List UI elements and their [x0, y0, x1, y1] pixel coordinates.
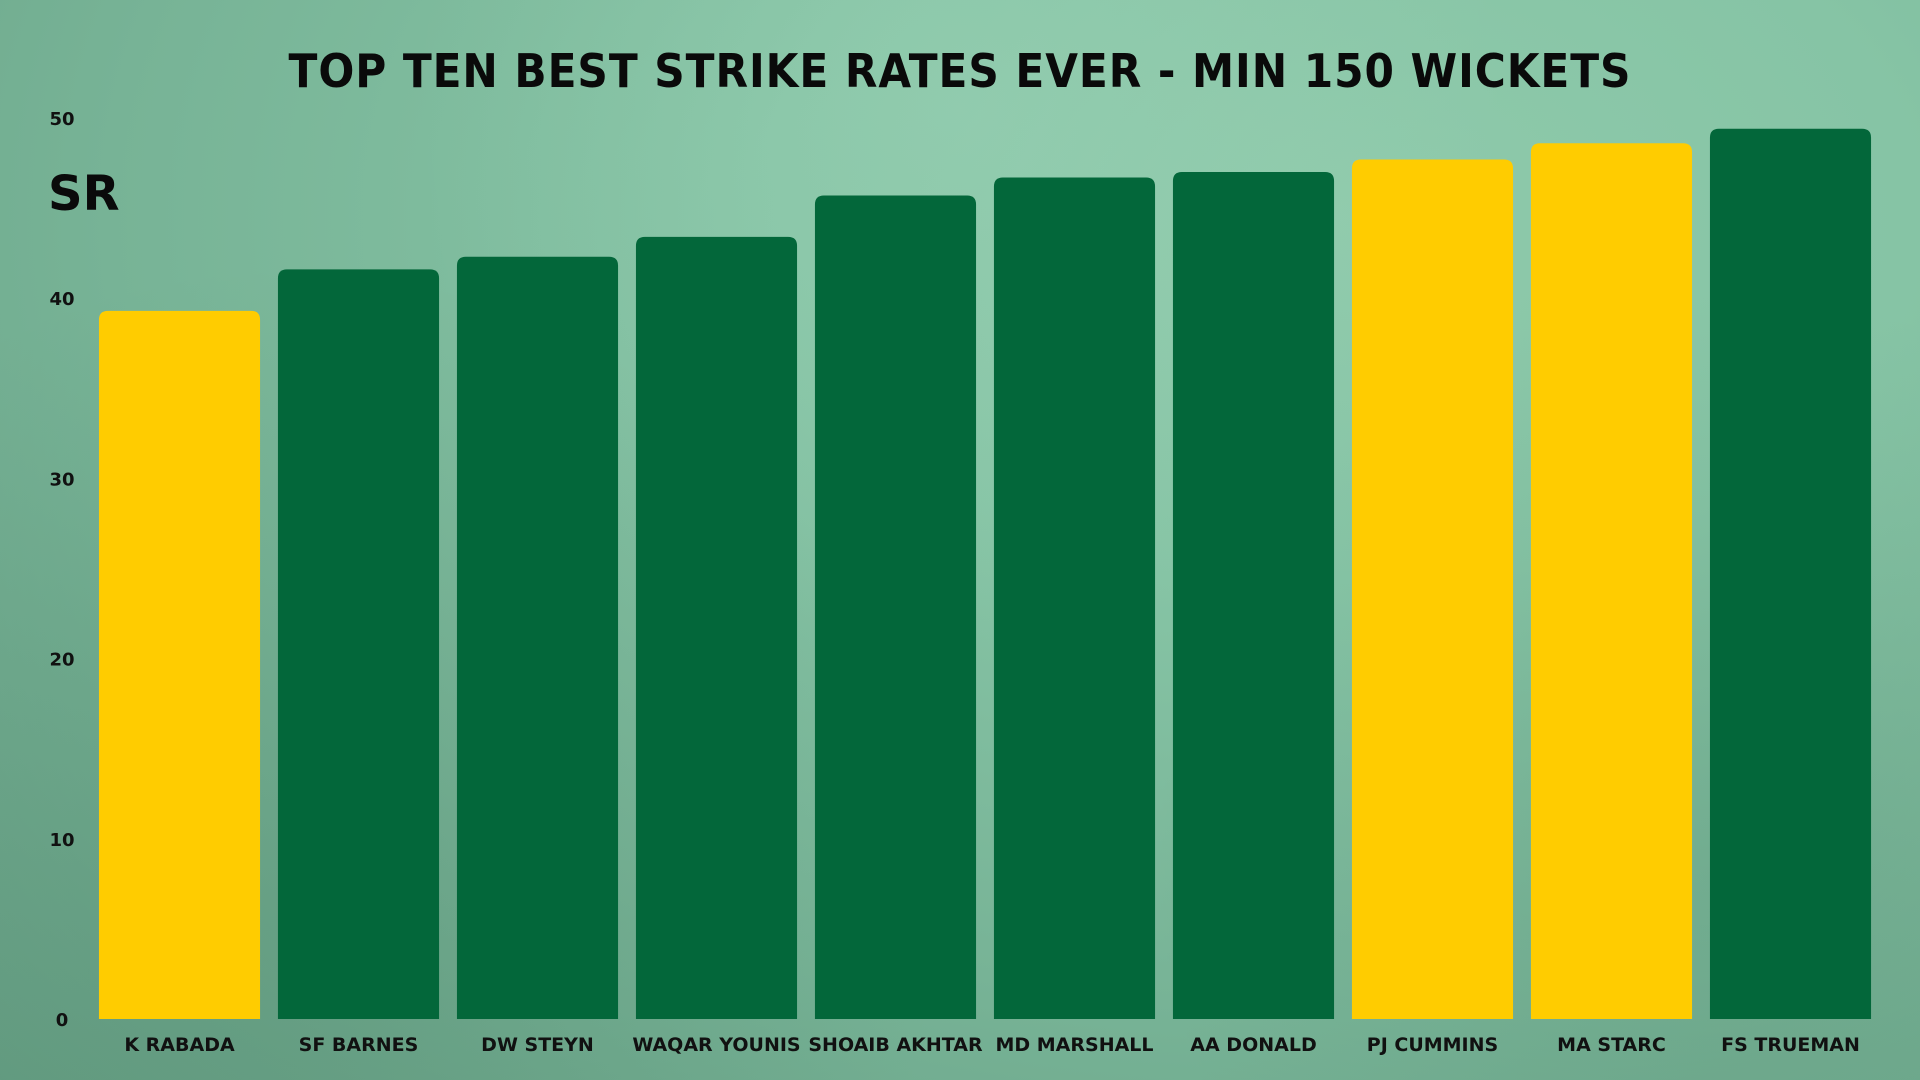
y-axis-ticks: 0 10 20 30 40 50: [49, 109, 74, 1031]
bar: [1351, 159, 1514, 1020]
y-tick-label: 0: [56, 1010, 69, 1031]
bars: [98, 128, 1872, 1020]
y-tick-label: 40: [49, 289, 74, 310]
x-axis-labels: K RABADA SF BARNES DW STEYN WAQAR YOUNIS SHO…: [124, 1034, 1860, 1056]
chart-title: TOP TEN BEST STRIKE RATES EVER - MIN 150…: [288, 44, 1632, 98]
bar: [98, 310, 261, 1020]
bar: [635, 236, 798, 1019]
x-tick-label: MA STARC: [1557, 1034, 1666, 1056]
y-tick-label: 10: [49, 830, 74, 851]
bar: [993, 177, 1156, 1019]
y-tick-label: 50: [49, 109, 74, 130]
x-tick-label: FS TRUEMAN: [1721, 1034, 1860, 1056]
x-tick-label: DW STEYN: [481, 1034, 594, 1056]
x-tick-label: AA DONALD: [1190, 1034, 1316, 1056]
x-tick-label: PJ CUMMINS: [1367, 1034, 1498, 1056]
bar: [1530, 143, 1693, 1019]
y-tick-label: 20: [49, 650, 74, 671]
x-tick-label: SF BARNES: [299, 1034, 419, 1056]
x-tick-label: MD MARSHALL: [995, 1034, 1153, 1056]
bar: [814, 195, 977, 1020]
y-axis-title: SR: [48, 166, 120, 222]
bar: [1709, 128, 1872, 1019]
x-tick-label: K RABADA: [124, 1034, 235, 1056]
bar: [277, 269, 440, 1019]
bar: [456, 256, 619, 1019]
x-tick-label: SHOAIB AKHTAR: [808, 1034, 983, 1056]
x-tick-label: WAQAR YOUNIS: [632, 1034, 800, 1056]
y-tick-label: 30: [49, 469, 74, 490]
bar: [1172, 172, 1335, 1019]
